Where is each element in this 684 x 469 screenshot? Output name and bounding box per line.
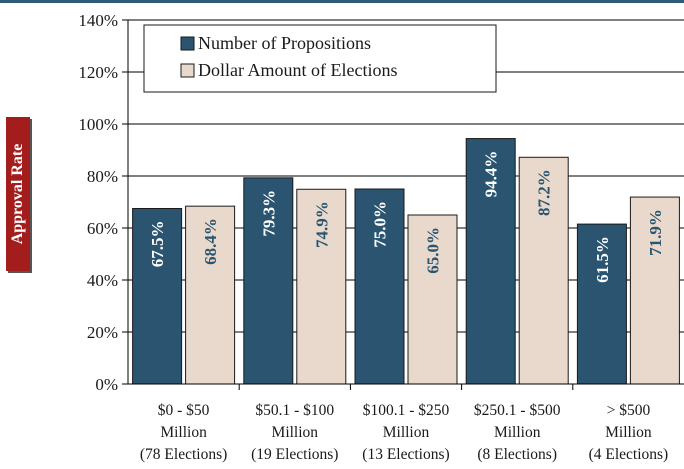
data-label: 67.5% (148, 221, 167, 268)
y-tick-label: 0% (95, 375, 118, 394)
x-category-label: (19 Elections) (251, 446, 338, 463)
bar-propositions (243, 177, 294, 385)
bar-dollar-amount (185, 205, 236, 385)
bar-propositions (354, 188, 405, 385)
bars (132, 138, 680, 385)
y-tick-label: 20% (87, 323, 118, 342)
data-label: 87.2% (535, 169, 554, 216)
y-tick-label: 40% (87, 271, 118, 290)
bar-propositions (576, 223, 627, 385)
y-tick-label: 80% (87, 167, 118, 186)
x-category-label: (78 Elections) (140, 446, 227, 463)
y-tick-label: 100% (78, 115, 118, 134)
legend-entry: Number of Propositions (198, 33, 371, 53)
legend-swatch (180, 63, 195, 78)
x-category-label: $250.1 - $500 (474, 402, 561, 419)
y-tick-label: 60% (87, 219, 118, 238)
data-label: 94.4% (482, 151, 501, 198)
bar-propositions (132, 208, 183, 385)
x-category-label: (8 Elections) (477, 446, 557, 463)
data-label: 79.3% (259, 190, 278, 237)
legend-entry: Dollar Amount of Elections (198, 60, 397, 80)
y-tick-label: 120% (78, 63, 118, 82)
x-category-label: (13 Elections) (362, 446, 449, 463)
bar-dollar-amount (296, 188, 347, 385)
x-category-label: > $500 (607, 402, 651, 419)
bar-dollar-amount (629, 196, 680, 385)
axes (122, 19, 684, 390)
x-category-label: $50.1 - $100 (255, 402, 334, 419)
x-category-label: Million (494, 424, 541, 441)
y-tick-label: 140% (78, 11, 118, 30)
x-category-label: (4 Elections) (589, 446, 669, 463)
x-category-label: Million (605, 424, 652, 441)
data-label: 65.0% (424, 227, 443, 274)
x-category-label: Million (160, 424, 207, 441)
data-label: 75.0% (371, 201, 390, 248)
legend-box (143, 24, 497, 93)
x-category-label: $0 - $50 (158, 402, 210, 419)
bar-propositions (465, 138, 516, 385)
x-category-label: $100.1 - $250 (363, 402, 450, 419)
data-label: 74.9% (312, 201, 331, 248)
data-label: 68.4% (201, 218, 220, 265)
y-axis-label-box: Approval Rate (6, 117, 30, 271)
top-rule (0, 0, 684, 3)
legend: Number of Propositions Dollar Amount of E… (143, 24, 497, 93)
bar-dollar-amount (407, 214, 458, 385)
x-category-label: Million (383, 424, 430, 441)
legend-swatch (180, 36, 195, 51)
labels: 0% 20% 40% 60% 80% 100% 120% 140% 67.5% 68.4% $0 -… (78, 11, 668, 463)
data-label: 61.5% (593, 236, 612, 283)
data-label: 71.9% (646, 209, 665, 256)
x-category-label: Million (272, 424, 319, 441)
